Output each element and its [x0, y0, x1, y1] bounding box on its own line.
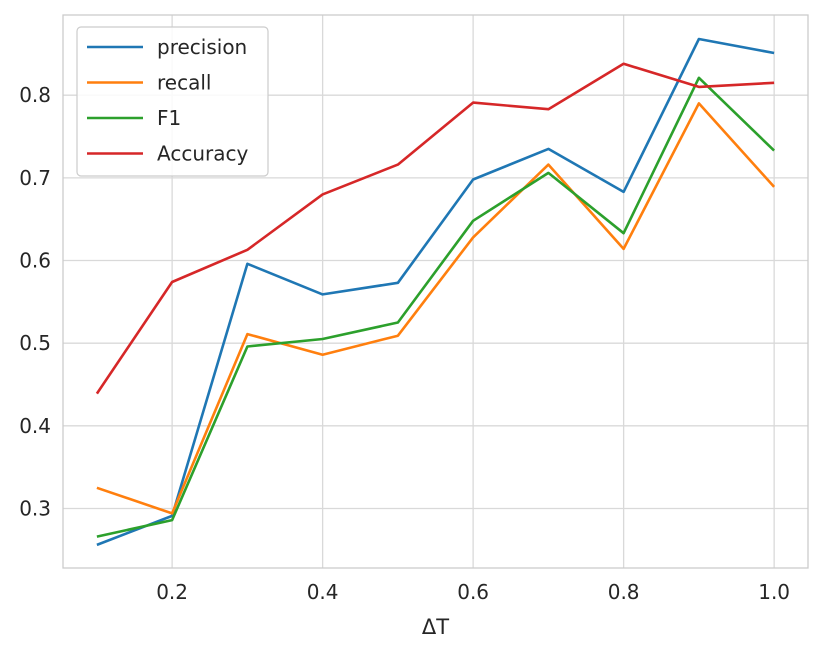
series-lines — [95, 37, 776, 547]
y-tick-label: 0.4 — [19, 414, 51, 438]
legend-label: precision — [157, 35, 247, 59]
legend-box — [76, 26, 269, 177]
x-tick-label: 0.6 — [457, 580, 489, 604]
series-line-precision — [96, 37, 775, 547]
y-tick-label: 0.6 — [19, 249, 51, 273]
legend: precision recall F1 Accuracy — [76, 26, 269, 177]
x-tick-label: 1.0 — [758, 580, 790, 604]
x-tick-label: 0.4 — [307, 580, 339, 604]
plot-frame — [62, 14, 809, 569]
y-tick-label: 0.3 — [19, 496, 51, 520]
y-tick-label: 0.5 — [19, 331, 51, 355]
tick-labels: 0.2 0.4 0.6 0.8 1.0 0.3 0.4 0.5 0.6 0.7 0.8 — [19, 83, 790, 604]
legend-label: recall — [157, 71, 211, 95]
series-line-accuracy — [95, 62, 775, 395]
grid — [63, 15, 808, 568]
series-line-recall — [96, 102, 776, 515]
x-tick-label: 0.2 — [156, 580, 188, 604]
legend-label: F1 — [157, 106, 181, 130]
x-axis-label: ΔT — [422, 615, 449, 639]
legend-label: Accuracy — [157, 142, 248, 166]
series-line-f1 — [96, 76, 776, 538]
y-tick-label: 0.8 — [19, 83, 51, 107]
y-tick-label: 0.7 — [19, 166, 51, 190]
x-tick-label: 0.8 — [608, 580, 640, 604]
